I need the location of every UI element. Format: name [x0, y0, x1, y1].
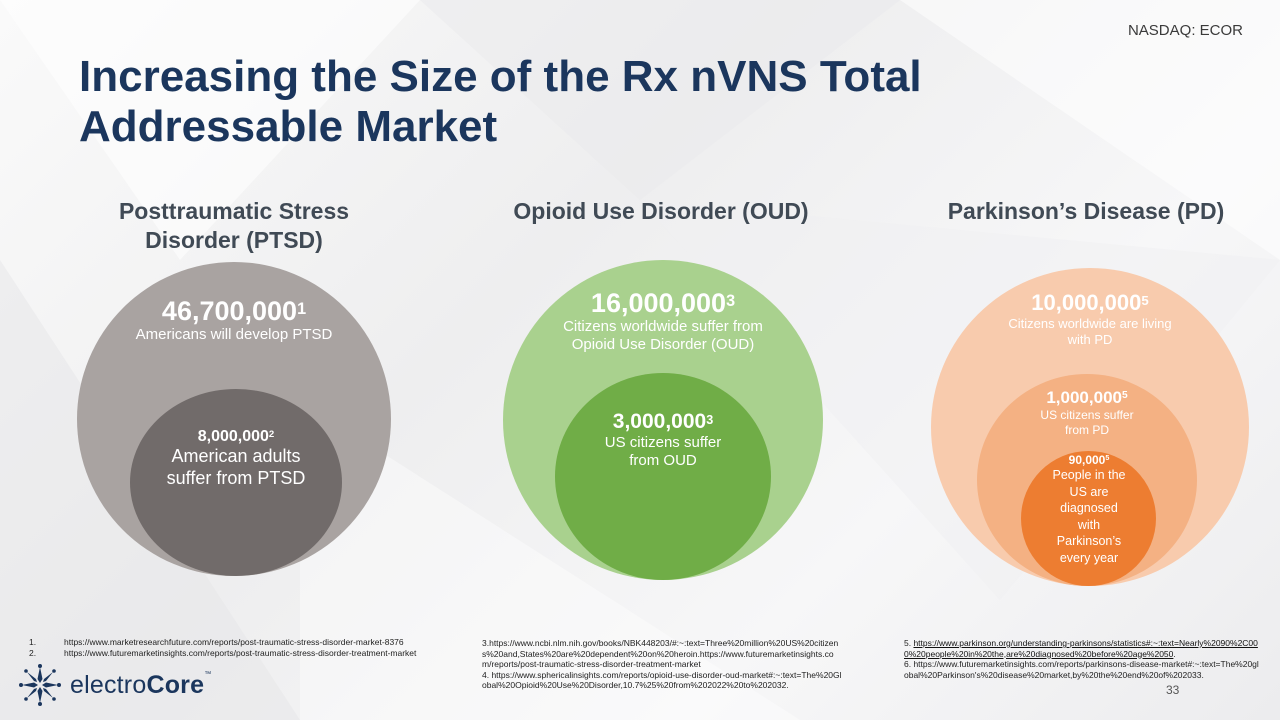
page-number: 33 — [1166, 683, 1180, 697]
ptsd-inner-desc: American adults suffer from PTSD — [166, 446, 306, 488]
logo-star-icon — [19, 664, 61, 706]
pd-outer-text: 10,000,0005 Citizens worldwide are livin… — [990, 290, 1190, 348]
footnotes-right: 5. https://www.parkinson.org/understandi… — [904, 638, 1259, 680]
oud-inner-text: 3,000,0003 US citizens suffer from OUD — [588, 410, 738, 470]
footnote-5-link[interactable]: https://www.parkinson.org/understanding-… — [904, 638, 1258, 659]
pd-outer-desc: Citizens worldwide are living with PD — [1008, 316, 1172, 347]
oud-inner-value: 3,000,000 — [612, 410, 707, 433]
oud-inner-ref: 3 — [706, 413, 714, 427]
oud-outer-ref: 3 — [726, 292, 736, 310]
oud-outer-value: 16,000,000 — [590, 288, 727, 318]
ptsd-inner-value: 8,000,000 — [197, 428, 269, 445]
page-title: Increasing the Size of the Rx nVNS Total… — [79, 52, 922, 151]
footnote-3: 3.https://www.ncbi.nlm.nih.gov/books/NBK… — [482, 638, 839, 669]
ptsd-outer-text: 46,700,0001 Americans will develop PTSD — [134, 296, 334, 344]
pd-inner-text: 90,0005 People in the US are diagnosed w… — [1048, 453, 1130, 566]
pd-inner-circle — [1021, 451, 1156, 586]
oud-outer-desc: Citizens worldwide suffer from Opioid Us… — [563, 318, 763, 353]
footnote-5: 5. https://www.parkinson.org/understandi… — [904, 638, 1258, 659]
footnote-2-link[interactable]: https://www.futuremarketinsights.com/rep… — [64, 648, 417, 658]
ticker-symbol: NASDAQ: ECOR — [1127, 22, 1243, 39]
pd-outer-value: 10,000,000 — [1031, 290, 1142, 315]
ptsd-inner-ref: 2 — [268, 429, 275, 440]
oud-inner-circle — [555, 373, 771, 580]
ptsd-outer-value: 46,700,000 — [161, 296, 298, 326]
footnote-4: 4. https://www.sphericalinsights.com/rep… — [482, 669, 842, 691]
footnotes-left: 1. https://www.marketresearchfuture.com/r… — [29, 637, 416, 659]
footnote-1: 1. https://www.marketresearchfuture.com/r… — [29, 637, 404, 647]
logo-wordmark: electroCore™ — [70, 670, 212, 699]
pd-outer-ref: 5 — [1141, 293, 1149, 308]
footnote-2: 2. https://www.futuremarketinsights.com/r… — [29, 648, 417, 658]
pd-heading: Parkinson’s Disease (PD) — [947, 198, 1225, 224]
footnote-6: 6. https://www.futuremarketinsights.com/… — [904, 659, 1259, 680]
ptsd-outer-desc: Americans will develop PTSD — [135, 326, 333, 343]
electrocore-logo: electroCore™ — [18, 664, 211, 706]
footnotes-middle: 3.https://www.ncbi.nlm.nih.gov/books/NBK… — [482, 638, 842, 691]
ptsd-outer-ref: 1 — [297, 300, 307, 318]
pd-mid-value: 1,000,000 — [1046, 388, 1122, 407]
ptsd-heading: Posttraumatic Stress Disorder (PTSD) — [118, 198, 350, 253]
ptsd-inner-circle — [130, 389, 342, 576]
pd-inner-ref: 5 — [1105, 453, 1110, 462]
pd-inner-value: 90,000 — [1068, 453, 1106, 467]
footnote-1-link[interactable]: https://www.marketresearchfuture.com/rep… — [64, 637, 404, 647]
pd-mid-desc: US citizens suffer from PD — [1040, 408, 1134, 437]
oud-inner-desc: US citizens suffer from OUD — [604, 434, 722, 469]
pd-mid-ref: 5 — [1121, 390, 1128, 401]
ptsd-inner-text: 8,000,0002 American adults suffer from P… — [166, 428, 306, 489]
pd-mid-text: 1,000,0005 US citizens suffer from PD — [1032, 388, 1142, 438]
oud-outer-text: 16,000,0003 Citizens worldwide suffer fr… — [563, 288, 763, 354]
oud-heading: Opioid Use Disorder (OUD) — [513, 198, 809, 224]
pd-inner-desc: People in the US are diagnosed with Park… — [1052, 468, 1126, 565]
